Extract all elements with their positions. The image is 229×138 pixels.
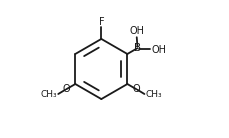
Text: F: F <box>98 17 104 27</box>
Text: CH₃: CH₃ <box>40 90 57 99</box>
Text: O: O <box>132 84 140 94</box>
Text: O: O <box>62 84 70 94</box>
Text: B: B <box>134 43 141 53</box>
Text: OH: OH <box>129 26 144 36</box>
Text: OH: OH <box>151 45 166 55</box>
Text: CH₃: CH₃ <box>145 90 161 99</box>
